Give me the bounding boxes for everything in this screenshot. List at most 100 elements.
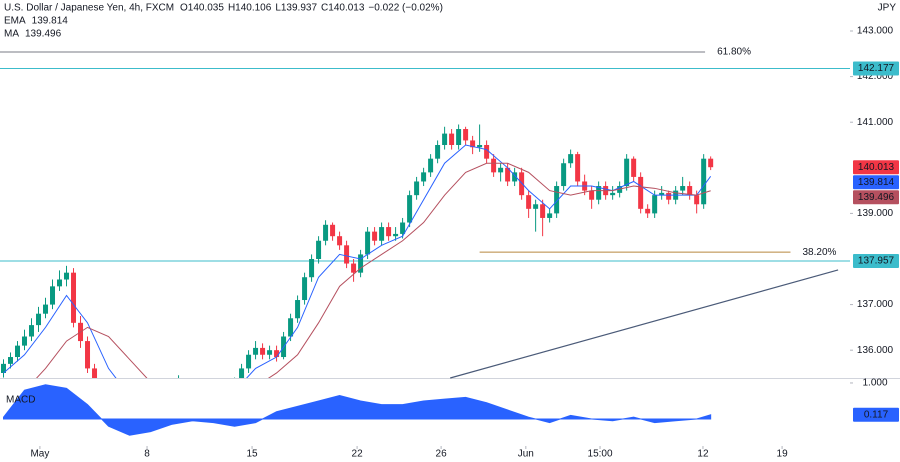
candle-body [505,167,511,182]
candle-body [8,357,14,364]
candle-body [337,236,343,246]
candle-body [589,190,595,200]
candle-body [239,368,245,378]
indicator-value: 139.814 [32,16,69,27]
trendline [450,269,839,379]
candle-body [64,272,70,280]
candle-body [435,144,441,159]
legend: U.S. Dollar / Japanese Yen, 4h, FXCM JPY… [4,3,896,406]
candle-body [680,186,686,191]
y-tick-label: 143.000 [857,26,894,37]
candle-body [407,195,413,223]
axes: 143.000 142.000 141.000 139.000 137.000 136.0… [30,26,899,460]
price-box-label: 139.814 [858,177,895,188]
candle-body [638,176,644,209]
candle-body [708,158,714,168]
candle-body [554,186,560,214]
candle-body [540,204,546,218]
candle-body [456,129,462,145]
candle-body [295,300,301,319]
candle-body [498,167,504,173]
candle-body [701,158,707,205]
candle-body [15,345,21,358]
price-pane: 61.80% 38.20% [0,47,850,378]
x-tick-label: 15 [246,449,258,460]
candle-body [491,158,497,173]
candle-body [414,181,420,196]
candle-body [43,304,49,314]
candle-body [547,213,553,218]
ohlc-value: L139.937 [275,3,317,14]
candle-body [344,245,350,264]
symbol-title: U.S. Dollar / Japanese Yen, 4h, FXCM [4,3,174,14]
price-box-label: 137.957 [858,256,895,267]
candle-body [421,172,427,182]
candle-body [624,158,630,187]
indicator-value: 139.496 [25,29,62,40]
candle-body [477,144,483,148]
candle-body [253,347,259,355]
price-box [853,190,899,205]
indicator-name: MA [4,29,19,40]
candle-body [246,354,252,369]
candle-body [596,186,602,200]
candle-body [442,133,448,145]
candle-body [302,277,308,301]
ohlc-value: C140.013 [321,3,365,14]
candle-body [57,279,63,287]
y-tick-label: 137.000 [857,299,894,310]
candle-body [316,240,322,259]
macd-title: MACD [6,395,35,406]
indicator-line [36,162,711,378]
x-tick-label: 15:00 [588,449,613,460]
candle-body [428,158,434,173]
candle-body [29,325,35,337]
candle-body [372,231,378,241]
price-box-label: 140.013 [858,162,895,173]
candle-body [1,363,7,373]
candle-body [365,231,371,255]
candle-body [561,163,567,187]
candle-body [288,318,294,337]
x-tick-label: 8 [144,449,150,460]
ohlc-value: H140.106 [228,3,272,14]
candle-body [666,192,672,200]
candle-body [36,313,42,326]
candle-body [652,195,658,214]
candle-body [631,158,637,177]
macd-pane [3,384,712,436]
x-tick-label: May [30,449,49,460]
candle-body [484,144,490,159]
candle-body [526,195,532,209]
candle-body [575,154,581,182]
currency: JPY [878,3,897,14]
candle-body [470,140,476,148]
candle-body [379,227,385,241]
candle-body [645,208,651,214]
candle-body [659,192,665,196]
y2-tick-label: 1.000 [862,378,887,389]
candle-body [687,186,693,196]
macd-area [3,384,712,436]
price-box [853,61,899,76]
candle-body [85,341,91,369]
price-box [853,253,899,268]
candle-body [71,272,77,323]
candle-body [274,350,280,358]
x-tick-label: 12 [697,449,709,460]
candle-body [386,227,392,237]
candle-body [267,350,273,355]
x-tick-label: 19 [777,449,789,460]
candle-body [323,224,329,241]
candle-body [568,154,574,164]
candle-body [393,233,399,237]
y-tick-label: 141.000 [857,117,894,128]
candle-body [449,133,455,145]
x-tick-label: 22 [352,449,364,460]
price-box-label: 142.177 [858,63,895,74]
price-box [853,175,899,190]
fib-label: 38.20% [802,247,836,258]
candle-body [22,336,28,346]
macd-box-label: 0.117 [864,409,889,420]
